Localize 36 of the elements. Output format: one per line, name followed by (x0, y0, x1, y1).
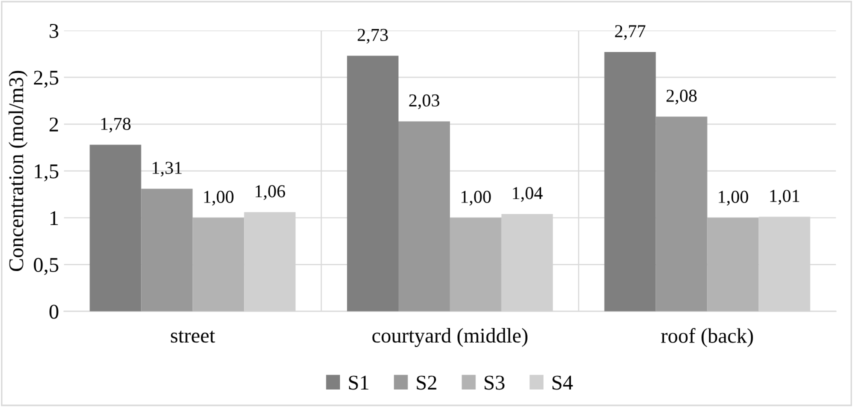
legend-label: S2 (416, 376, 436, 390)
y-tick-label: 2,5 (34, 70, 58, 88)
data-label: 2,77 (615, 25, 646, 40)
x-tick-label: street (170, 330, 216, 343)
data-label: 1,78 (101, 118, 131, 133)
y-tick-label: 0 (49, 304, 58, 319)
legend-label: S4 (552, 376, 573, 390)
data-label: 2,03 (409, 94, 440, 110)
x-tick-label: courtyard (middle) (372, 328, 528, 347)
bar (141, 188, 193, 312)
bar (604, 52, 656, 312)
y-tick-label: 3 (50, 24, 58, 38)
y-tick-label: 0,5 (34, 258, 58, 275)
y-tick-label: 1 (50, 211, 58, 225)
data-label: 1,04 (512, 187, 543, 202)
y-tick-label: 2 (50, 118, 58, 132)
bar (90, 144, 142, 312)
legend-label: S3 (484, 376, 504, 390)
bar (450, 218, 502, 312)
data-label: 1,00 (204, 190, 234, 206)
data-label: 1,00 (718, 190, 748, 206)
bar (707, 218, 759, 312)
x-tick-label: roof (back) (661, 328, 753, 348)
y-axis-title: Concentration (mol/m3) (8, 70, 28, 272)
data-label: 2,08 (666, 90, 697, 104)
bar (398, 121, 450, 312)
data-label: 1,01 (770, 190, 800, 205)
bar (192, 218, 244, 312)
bar (656, 116, 708, 312)
data-label: 2,73 (358, 28, 388, 44)
bar (347, 56, 398, 312)
data-label: 1,31 (152, 162, 182, 177)
legend-label: S1 (349, 376, 368, 390)
y-tick-label: 1,5 (34, 164, 58, 182)
data-label: 1,06 (256, 185, 286, 200)
data-label: 1,00 (461, 190, 491, 206)
